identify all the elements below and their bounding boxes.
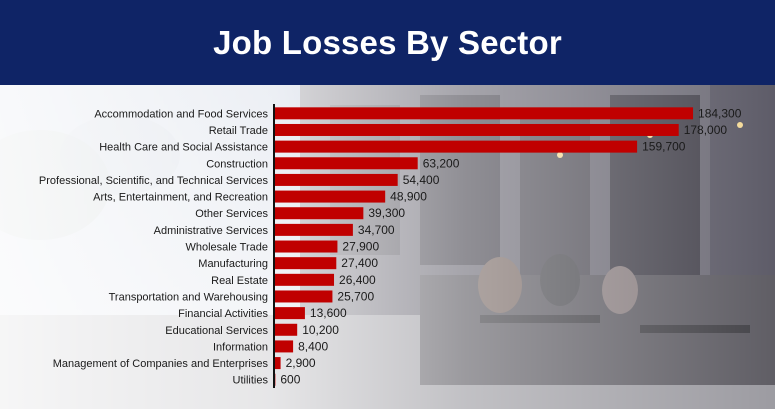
value-label: 39,300 bbox=[368, 206, 405, 220]
bar bbox=[274, 273, 335, 286]
bar bbox=[274, 340, 294, 353]
value-label: 34,700 bbox=[358, 223, 395, 237]
category-label: Accommodation and Food Services bbox=[94, 108, 268, 120]
bar bbox=[274, 173, 398, 186]
category-label: Retail Trade bbox=[209, 125, 268, 137]
category-label: Wholesale Trade bbox=[185, 242, 268, 254]
category-label: Professional, Scientific, and Technical … bbox=[39, 175, 269, 187]
bar bbox=[274, 140, 638, 153]
value-label: 184,300 bbox=[698, 106, 742, 120]
value-label: 13,600 bbox=[310, 306, 347, 320]
category-label: Manufacturing bbox=[198, 258, 268, 270]
bars-layer: Accommodation and Food Services 184,300 Re… bbox=[39, 106, 742, 386]
value-label: 63,200 bbox=[423, 156, 460, 170]
bar bbox=[274, 223, 353, 236]
bar bbox=[274, 107, 694, 120]
bar bbox=[274, 207, 364, 220]
bar-chart: Accommodation and Food Services 184,300 Re… bbox=[39, 104, 742, 388]
category-label: Financial Activities bbox=[178, 308, 268, 320]
bar bbox=[274, 123, 679, 136]
value-label: 600 bbox=[280, 373, 300, 387]
bar bbox=[274, 323, 298, 336]
category-label: Real Estate bbox=[211, 275, 268, 287]
bar bbox=[274, 307, 305, 320]
category-label: Other Services bbox=[195, 208, 268, 220]
value-label: 159,700 bbox=[642, 140, 686, 154]
category-label: Construction bbox=[206, 158, 268, 170]
bar bbox=[274, 290, 333, 303]
category-label: Educational Services bbox=[165, 325, 268, 337]
category-label: Information bbox=[213, 341, 268, 353]
value-label: 26,400 bbox=[339, 273, 376, 287]
value-label: 2,900 bbox=[286, 356, 316, 370]
bar bbox=[274, 190, 386, 203]
value-label: 27,900 bbox=[342, 240, 379, 254]
value-label: 178,000 bbox=[684, 123, 728, 137]
category-label: Management of Companies and Enterprises bbox=[53, 358, 269, 370]
category-label: Administrative Services bbox=[154, 225, 269, 237]
bar bbox=[274, 157, 418, 170]
value-label: 54,400 bbox=[403, 173, 440, 187]
bar bbox=[274, 257, 337, 270]
background-photo bbox=[0, 85, 775, 409]
value-label: 25,700 bbox=[337, 289, 374, 303]
bar bbox=[274, 240, 338, 253]
chart-title: Job Losses By Sector bbox=[213, 23, 562, 61]
title-banner: Job Losses By Sector bbox=[0, 0, 775, 85]
value-label: 8,400 bbox=[298, 339, 328, 353]
category-label: Transportation and Warehousing bbox=[109, 291, 268, 303]
value-label: 27,400 bbox=[341, 256, 378, 270]
category-label: Utilities bbox=[233, 375, 269, 387]
category-label: Arts, Entertainment, and Recreation bbox=[93, 192, 268, 204]
bar bbox=[274, 357, 281, 370]
value-label: 10,200 bbox=[302, 323, 339, 337]
category-label: Health Care and Social Assistance bbox=[99, 142, 268, 154]
value-label: 48,900 bbox=[390, 190, 427, 204]
